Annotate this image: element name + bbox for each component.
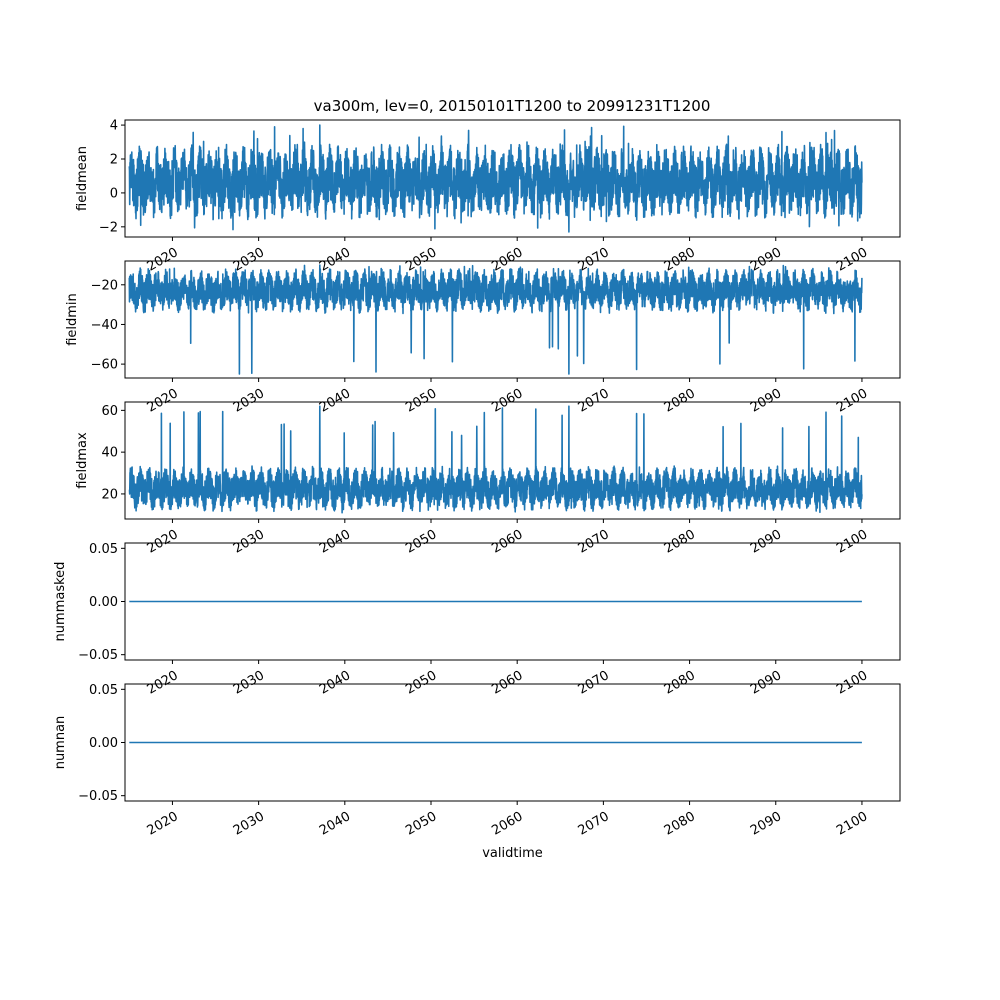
y-axis-label: numnan bbox=[53, 716, 68, 770]
axes-frame bbox=[124, 260, 901, 379]
y-tick-label: 4 bbox=[110, 119, 118, 134]
y-tick-label: −2 bbox=[99, 220, 118, 235]
y-tick-label: 2 bbox=[110, 153, 118, 168]
y-tick-label: −40 bbox=[91, 318, 118, 333]
figure-title: va300m, lev=0, 20150101T1200 to 20991231… bbox=[314, 97, 711, 115]
series-line-fieldmin bbox=[128, 264, 863, 375]
y-tick-label: 0 bbox=[110, 186, 118, 201]
y-axis-label: fieldmin bbox=[65, 293, 80, 346]
y-tick-label: 0.05 bbox=[89, 683, 118, 698]
series-line-fieldmax bbox=[128, 405, 863, 514]
y-tick-label: −20 bbox=[91, 278, 118, 293]
y-axis-label: nummasked bbox=[53, 562, 68, 642]
y-tick-label: −60 bbox=[91, 358, 118, 373]
y-tick-label: 0.00 bbox=[89, 595, 118, 610]
y-tick-label: −0.05 bbox=[78, 789, 118, 804]
y-tick-label: 0.00 bbox=[89, 736, 118, 751]
y-tick-label: 60 bbox=[101, 404, 118, 419]
y-tick-label: 0.05 bbox=[89, 542, 118, 557]
axes-frame bbox=[124, 119, 901, 238]
y-tick-label: 20 bbox=[101, 487, 118, 502]
y-tick-label: −0.05 bbox=[78, 648, 118, 663]
series-line-fieldmean bbox=[128, 124, 863, 233]
y-tick-label: 40 bbox=[101, 446, 118, 461]
y-axis-label: fieldmax bbox=[75, 432, 90, 489]
axes-frame bbox=[124, 401, 901, 520]
x-axis-label: validtime bbox=[482, 846, 543, 861]
y-axis-label: fieldmean bbox=[75, 146, 90, 211]
